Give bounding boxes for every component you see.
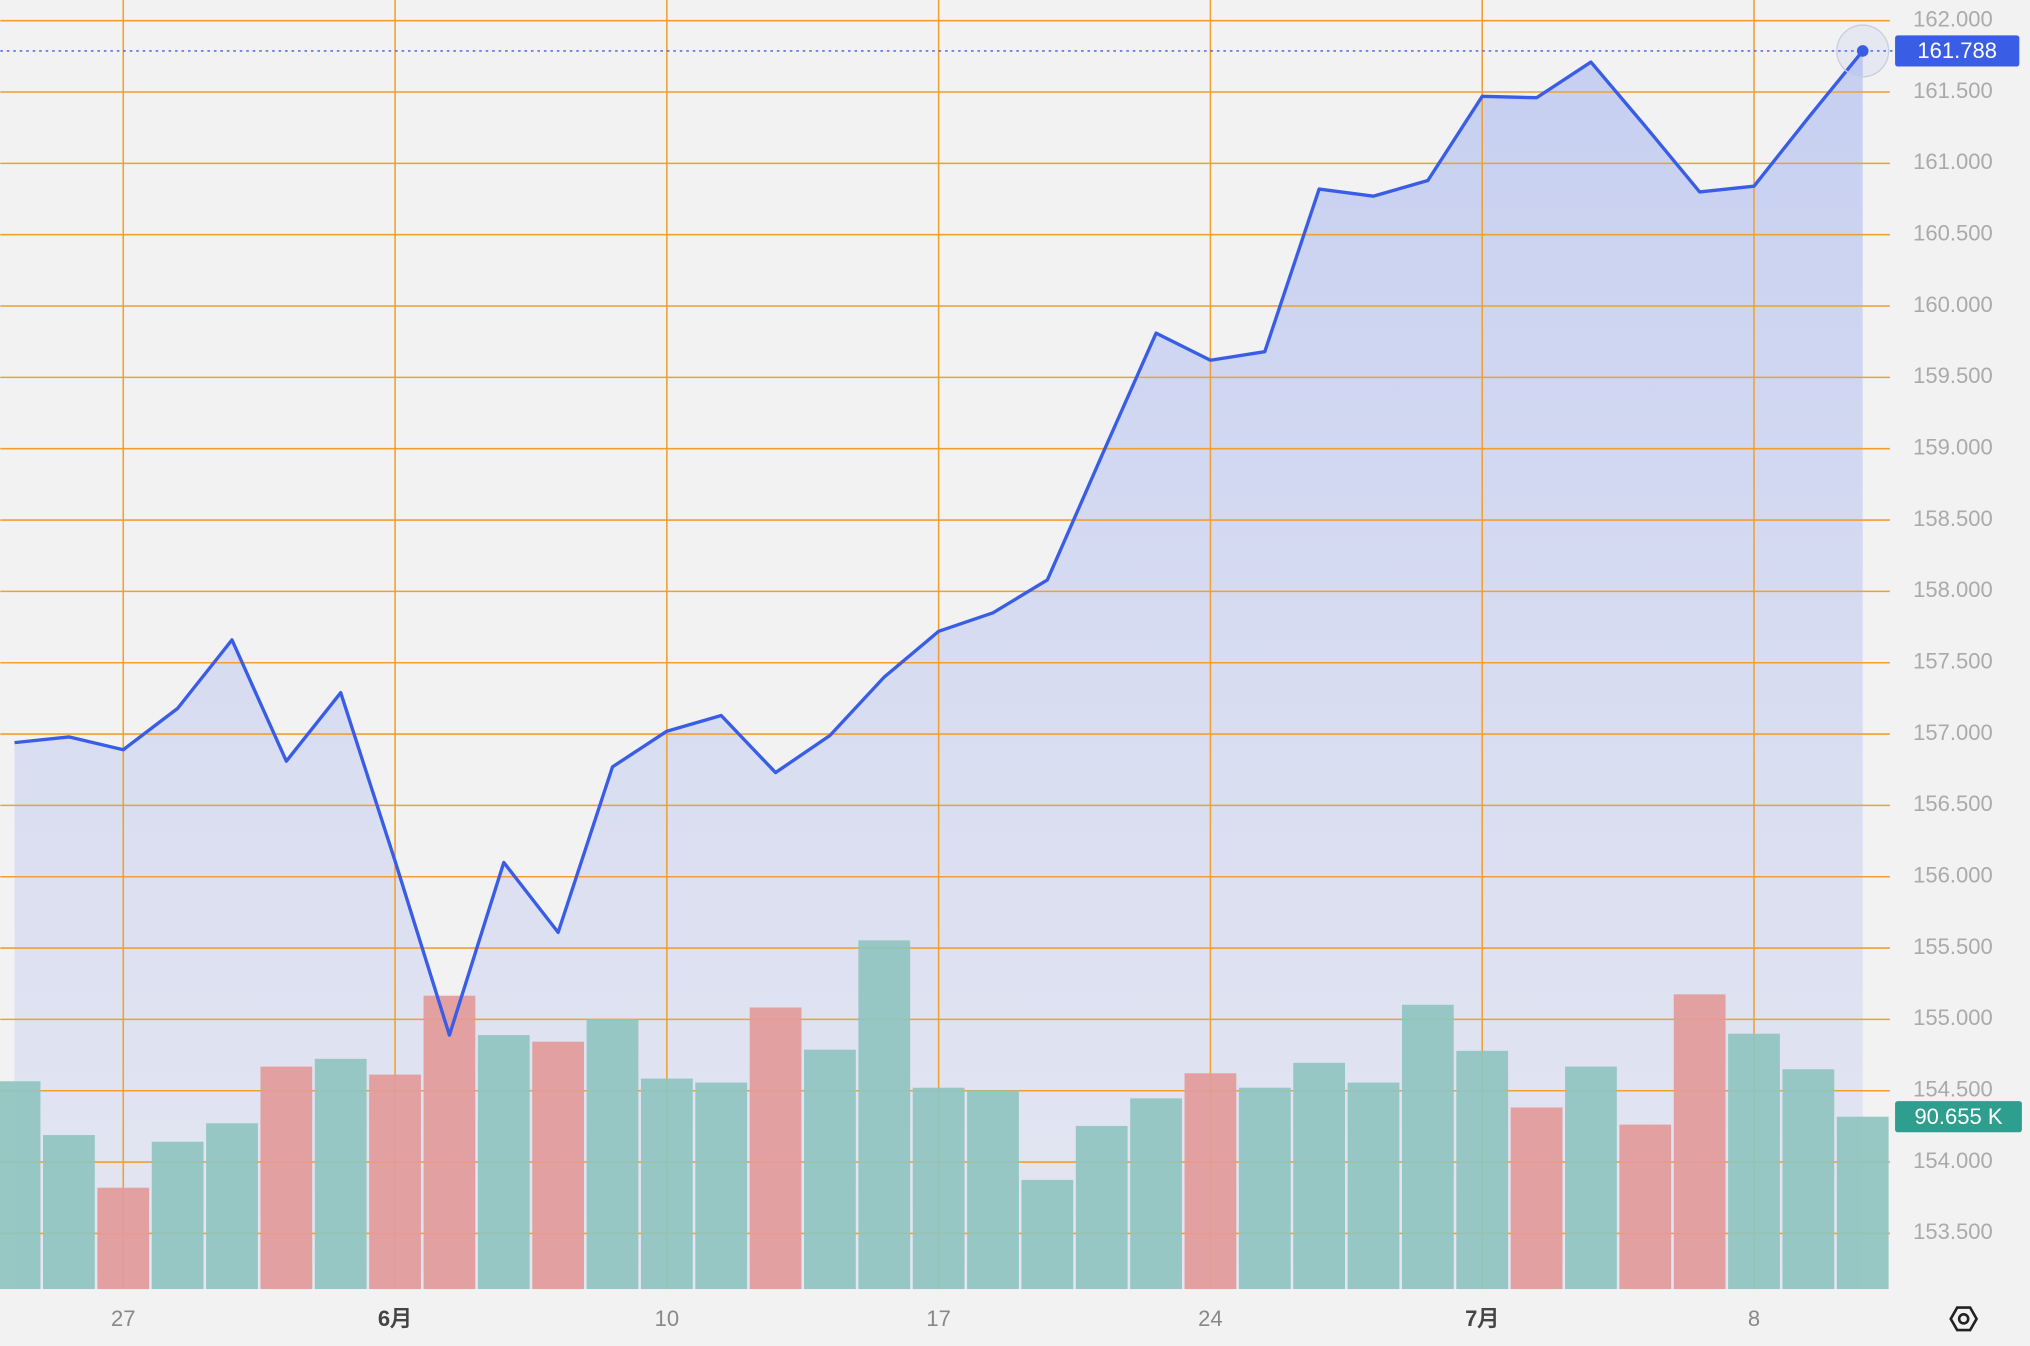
volume-bar bbox=[260, 1066, 313, 1290]
x-tick-label: 6月 bbox=[378, 1306, 412, 1331]
volume-bar bbox=[1565, 1066, 1617, 1290]
y-tick-label: 154.500 bbox=[1913, 1077, 1993, 1102]
y-tick-label: 159.000 bbox=[1913, 435, 1993, 460]
volume-bar bbox=[43, 1135, 95, 1290]
y-tick-label: 160.000 bbox=[1913, 292, 1993, 317]
x-tick-label: 17 bbox=[926, 1306, 950, 1331]
volume-bar bbox=[586, 1019, 639, 1290]
volume-bar bbox=[967, 1090, 1019, 1290]
last-price-label: 161.788 bbox=[1917, 38, 1997, 63]
x-tick-label: 10 bbox=[655, 1306, 679, 1331]
last-price-dot bbox=[1856, 45, 1869, 57]
volume-bar bbox=[1184, 1073, 1237, 1290]
y-tick-label: 155.000 bbox=[1913, 1005, 1993, 1030]
volume-bar bbox=[206, 1123, 258, 1290]
y-tick-label: 158.500 bbox=[1913, 506, 1993, 531]
volume-bar bbox=[1075, 1125, 1128, 1290]
y-tick-label: 156.000 bbox=[1913, 863, 1993, 888]
y-tick-label: 153.500 bbox=[1913, 1219, 1993, 1244]
volume-bar bbox=[1293, 1062, 1346, 1290]
y-tick-label: 156.500 bbox=[1913, 791, 1993, 816]
y-tick-label: 155.500 bbox=[1913, 934, 1993, 959]
y-tick-label: 157.000 bbox=[1913, 720, 1993, 745]
y-tick-label: 161.000 bbox=[1913, 149, 1993, 174]
volume-bar bbox=[1836, 1116, 1889, 1290]
x-tick-label: 8 bbox=[1748, 1306, 1760, 1331]
volume-bar bbox=[1347, 1082, 1400, 1290]
volume-bar bbox=[1456, 1050, 1509, 1290]
y-tick-label: 158.000 bbox=[1913, 577, 1993, 602]
volume-bar bbox=[695, 1082, 748, 1290]
volume-bar bbox=[314, 1058, 367, 1290]
volume-bar bbox=[749, 1007, 802, 1290]
volume-badge bbox=[1895, 1101, 2022, 1133]
volume-bar bbox=[1401, 1004, 1454, 1290]
last-price-badge bbox=[1895, 35, 2020, 67]
volume-bar bbox=[477, 1035, 530, 1290]
volume-bar bbox=[1782, 1069, 1835, 1290]
y-tick-label: 160.500 bbox=[1913, 221, 1993, 246]
y-tick-label: 161.500 bbox=[1913, 78, 1993, 103]
volume-bar bbox=[804, 1049, 856, 1290]
volume-bar bbox=[1728, 1033, 1780, 1290]
y-tick-label: 159.500 bbox=[1913, 363, 1993, 388]
y-tick-label: 154.000 bbox=[1913, 1148, 1993, 1173]
volume-bar bbox=[369, 1074, 421, 1290]
volume-bar bbox=[1021, 1179, 1074, 1290]
volume-bar bbox=[97, 1187, 150, 1290]
volume-bar bbox=[151, 1141, 204, 1290]
volume-bar bbox=[0, 1081, 41, 1290]
x-tick-label: 27 bbox=[111, 1306, 135, 1331]
y-tick-label: 157.500 bbox=[1913, 649, 1993, 674]
price-line bbox=[14, 49, 1865, 1037]
y-tick-label: 162.000 bbox=[1913, 7, 1993, 32]
volume-bar bbox=[1673, 994, 1726, 1290]
volume-bar bbox=[1130, 1098, 1182, 1290]
settings-icon[interactable] bbox=[1949, 1306, 1979, 1332]
volume-bar bbox=[1510, 1107, 1563, 1290]
volume-bar bbox=[423, 995, 476, 1290]
volume-bar bbox=[1238, 1087, 1291, 1290]
volume-bar bbox=[640, 1078, 693, 1290]
x-tick-label: 24 bbox=[1198, 1306, 1222, 1331]
volume-bar bbox=[912, 1087, 965, 1290]
x-tick-label: 7月 bbox=[1465, 1306, 1499, 1331]
volume-bar bbox=[1619, 1124, 1672, 1290]
volume-bar bbox=[858, 940, 911, 1290]
volume-bar bbox=[532, 1041, 585, 1290]
volume-label: 90.655 K bbox=[1914, 1104, 2002, 1129]
